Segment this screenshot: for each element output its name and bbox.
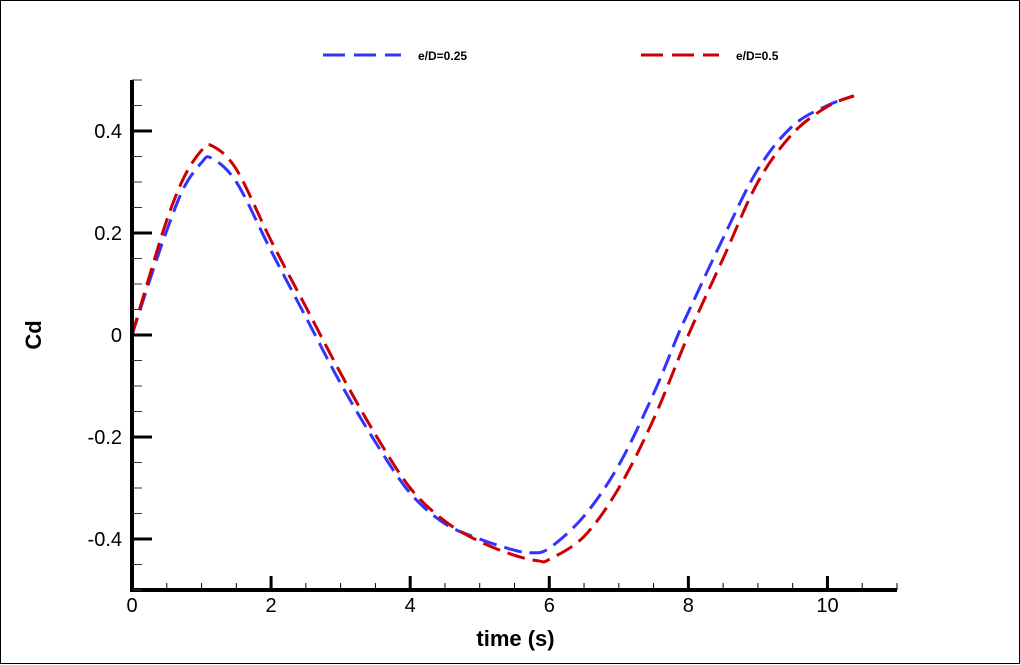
axes: -0.4 -0.2 0 0.2 0.4 0 2 4 6 8 10 bbox=[88, 79, 898, 617]
series-line-ed-0-25 bbox=[130, 94, 855, 555]
legend-item: e/D=0.5 bbox=[641, 49, 779, 63]
legend: e/D=0.25 e/D=0.5 bbox=[323, 49, 779, 63]
y-tick-label: 0 bbox=[111, 325, 122, 347]
y-tick-label: 0.2 bbox=[94, 223, 122, 245]
legend-label: e/D=0.25 bbox=[418, 49, 467, 63]
legend-label: e/D=0.5 bbox=[736, 49, 779, 63]
x-tick-label: 10 bbox=[816, 595, 838, 617]
x-tick-label: 8 bbox=[683, 595, 694, 617]
x-tick-label: 0 bbox=[126, 595, 137, 617]
y-tick-label: 0.4 bbox=[94, 121, 122, 143]
plot-lines bbox=[130, 94, 855, 564]
y-tick-label: -0.2 bbox=[88, 427, 122, 449]
x-tick-label: 6 bbox=[544, 595, 555, 617]
y-ticks: -0.4 -0.2 0 0.2 0.4 bbox=[88, 79, 152, 591]
series-line-ed-0-5 bbox=[130, 94, 855, 564]
x-tick-label: 2 bbox=[266, 595, 277, 617]
y-axis-title: Cd bbox=[21, 320, 46, 349]
legend-item: e/D=0.25 bbox=[323, 49, 467, 63]
y-tick-label: -0.4 bbox=[88, 529, 122, 551]
x-tick-label: 4 bbox=[405, 595, 416, 617]
x-ticks: 0 2 4 6 8 10 bbox=[126, 576, 898, 617]
x-axis-title: time (s) bbox=[476, 626, 554, 651]
